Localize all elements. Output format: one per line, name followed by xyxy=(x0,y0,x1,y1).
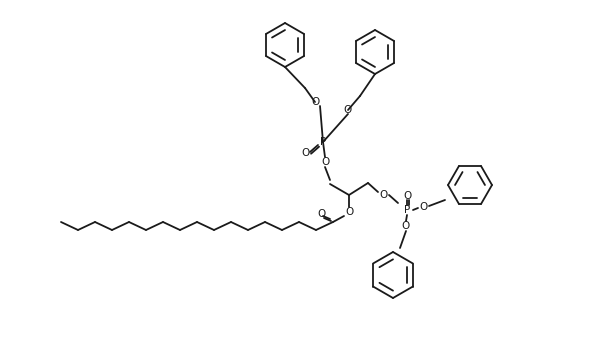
Text: O: O xyxy=(403,191,411,201)
Text: O: O xyxy=(379,190,387,200)
Text: O: O xyxy=(419,202,427,212)
Text: O: O xyxy=(301,148,309,158)
Text: O: O xyxy=(311,97,319,107)
Text: O: O xyxy=(345,207,353,217)
Text: O: O xyxy=(321,157,329,167)
Text: O: O xyxy=(344,105,352,115)
Text: P: P xyxy=(320,137,326,147)
Text: P: P xyxy=(404,205,410,215)
Text: O: O xyxy=(317,209,325,219)
Text: O: O xyxy=(402,221,410,231)
